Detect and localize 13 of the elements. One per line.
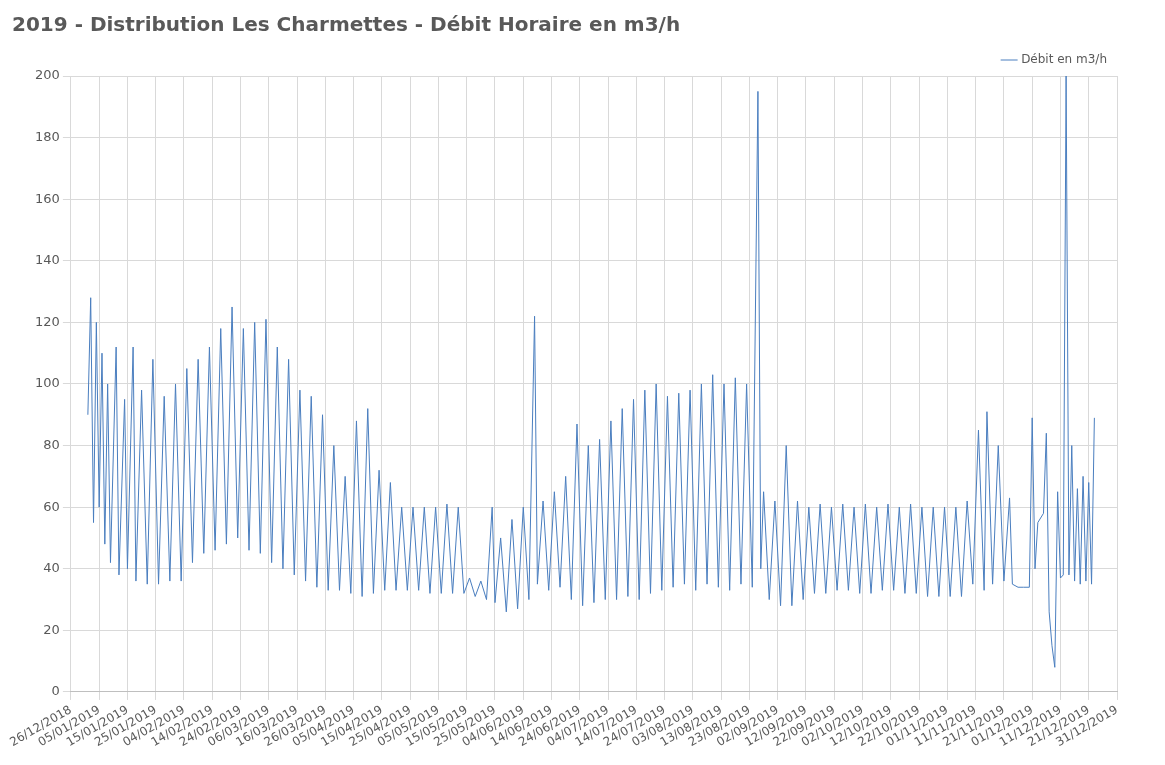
y-tick-label: 80 <box>43 436 60 452</box>
y-tick-label: 160 <box>35 190 60 206</box>
y-tick-label: 120 <box>35 313 60 329</box>
y-tick-label: 140 <box>35 252 60 268</box>
y-tick-label: 200 <box>35 67 60 83</box>
y-tick-label: 180 <box>35 128 60 144</box>
y-tick-label: 100 <box>35 375 60 391</box>
chart-title: 2019 - Distribution Les Charmettes - Débit Horaire en m3/h <box>12 12 681 37</box>
y-tick-label: 0 <box>51 683 60 699</box>
y-tick-label: 40 <box>43 560 60 576</box>
y-tick-label: 60 <box>43 498 60 514</box>
y-tick-label: 20 <box>43 621 60 637</box>
legend-label: Débit en m3/h <box>1021 52 1108 67</box>
